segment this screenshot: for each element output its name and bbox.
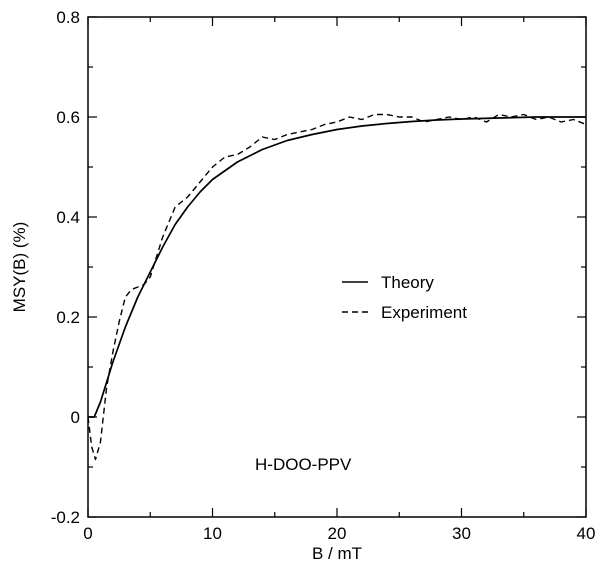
axis-tick-labels: 0 10 20 30 40-0.200.20.40.60.8 — [51, 8, 596, 543]
series-layer — [87, 113, 587, 461]
series-line-theory — [88, 116, 586, 418]
y-tick-label: 0 — [71, 408, 80, 427]
series-line-experiment — [87, 113, 587, 461]
y-tick-label: 0.4 — [56, 208, 80, 227]
y-tick-label: -0.2 — [51, 508, 80, 527]
x-tick-label: 10 — [203, 524, 222, 543]
y-tick-label: 0.8 — [56, 8, 80, 27]
legend-label-experiment: Experiment — [381, 303, 467, 322]
x-tick-label: 40 — [577, 524, 596, 543]
x-tick-label: 20 — [328, 524, 347, 543]
y-axis-title: MSY(B) (%) — [10, 222, 29, 313]
sample-annotation: H-DOO-PPV — [255, 455, 352, 474]
x-tick-label: 0 — [83, 524, 92, 543]
legend: Theory Experiment — [342, 273, 467, 322]
y-tick-label: 0.6 — [56, 108, 80, 127]
legend-label-theory: Theory — [381, 273, 434, 292]
y-tick-label: 0.2 — [56, 308, 80, 327]
plot-frame — [87, 16, 587, 518]
x-tick-label: 30 — [452, 524, 471, 543]
x-axis-title: B / mT — [312, 544, 362, 563]
axis-ticks — [87, 16, 587, 518]
